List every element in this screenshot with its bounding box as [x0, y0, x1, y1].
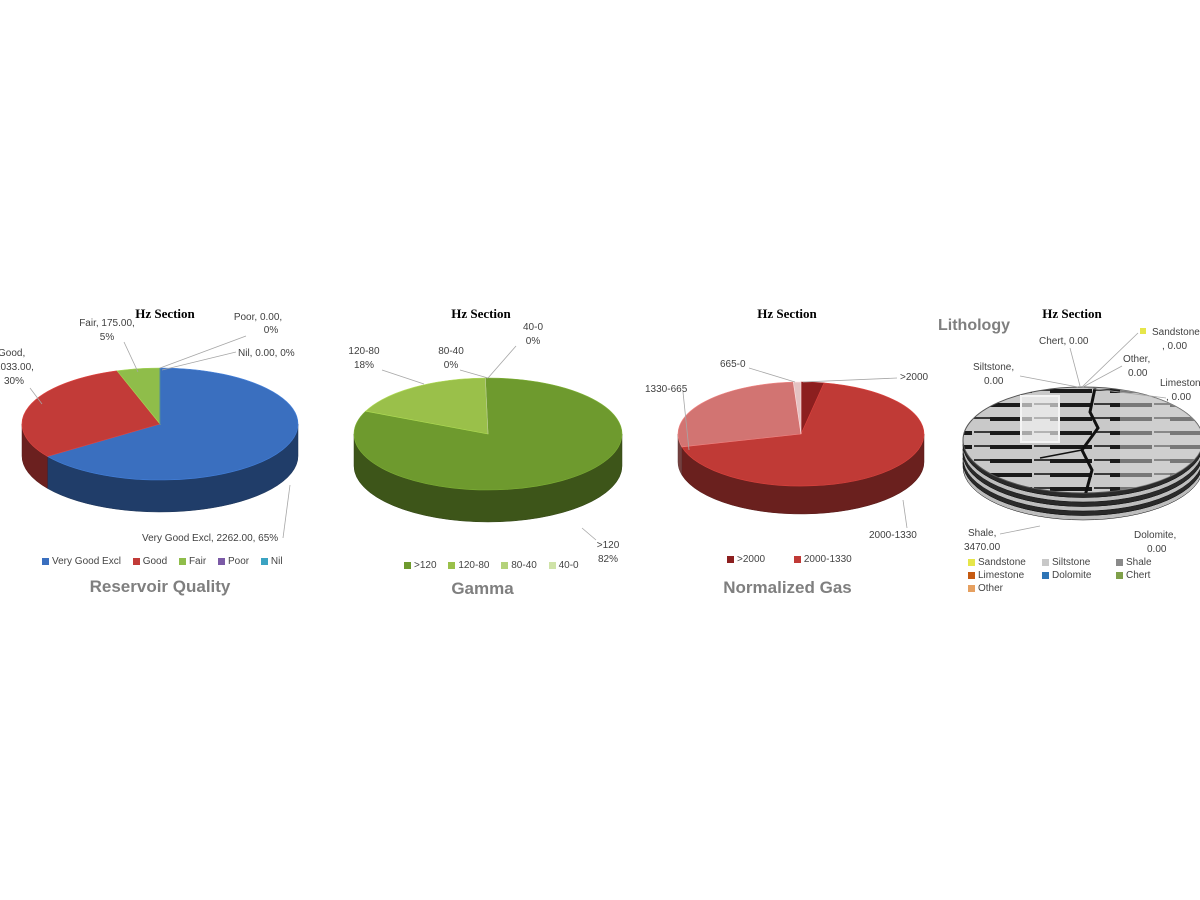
reservoir-quality-legend: Very Good Excl Good Fair Poor Nil — [42, 556, 292, 568]
leader-lines — [682, 367, 908, 529]
gamma-chart: Hz Section 40-0 0% 120-80 18% 80-40 0% >… — [348, 306, 623, 565]
leader-lines — [999, 332, 1167, 535]
legend-shale: Shale — [1116, 556, 1190, 569]
pie-slice-good — [21, 370, 161, 457]
label-gt2000: >2000 — [900, 372, 929, 383]
label-2000-1330: 2000-1330 — [869, 530, 917, 541]
chart-title: Hz Section — [757, 306, 817, 321]
label-fair: Fair, 175.00, — [79, 318, 135, 329]
label-gt120-pct: 82% — [598, 554, 618, 565]
label-40-0-pct: 0% — [526, 336, 541, 347]
normalized-gas-pie — [677, 381, 925, 515]
label-good: Good, — [0, 348, 25, 359]
lithology-legend: Sandstone Siltstone Shale Limestone Dolomit… — [968, 556, 1200, 595]
lithology-chart: Lithology Hz Section Sandstone , 0.00 Ch… — [938, 306, 1200, 555]
legend-sandstone: Sandstone — [968, 556, 1042, 569]
reservoir-quality-pie — [21, 367, 299, 513]
pie-slice-120-80 — [364, 377, 489, 435]
label-sandstone: Sandstone — [1152, 327, 1200, 338]
label-80-40-pct: 0% — [444, 360, 459, 371]
legend-40-0: 40-0 — [548, 560, 579, 571]
pie-slice-1330-665 — [677, 381, 802, 448]
legend-gt2000: >2000 — [727, 554, 765, 565]
legend-gt120: >120 — [404, 560, 437, 571]
gamma-pie — [353, 377, 623, 523]
legend-chert: Chert — [1116, 569, 1190, 582]
label-nil: Nil, 0.00, 0% — [238, 348, 295, 359]
legend-very-good-excl: Very Good Excl — [42, 556, 121, 567]
legend-poor: Poor — [217, 556, 249, 567]
label-other-value: 0.00 — [1128, 368, 1148, 379]
legend-120-80: 120-80 — [448, 560, 489, 571]
label-shale: Shale, — [968, 528, 996, 539]
lithology-title: Lithology — [938, 317, 1010, 334]
gamma-legend: >120 120-80 80-40 40-0 — [404, 560, 588, 572]
leader-lines — [29, 335, 291, 539]
legend-good: Good — [132, 556, 167, 567]
pie-slice-very-good-excl — [46, 367, 299, 481]
label-limestone-value: , 0.00 — [1166, 392, 1191, 403]
legend-nil: Nil — [260, 556, 283, 567]
lithology-pie — [962, 386, 1200, 521]
chart-title: Hz Section — [1042, 306, 1102, 321]
label-40-0: 40-0 — [523, 322, 543, 333]
gamma-title: Gamma — [451, 579, 514, 598]
normalized-gas-chart: Hz Section 665-0 1330-665 >2000 2000-133… — [645, 306, 929, 541]
legend-2000-1330: 2000-1330 — [793, 554, 852, 565]
leader-lines — [381, 345, 597, 541]
reservoir-quality-chart: Hz Section Poor, 0.00, 0% Fair, 175.00, … — [0, 306, 299, 544]
label-good-value: 1033.00, — [0, 362, 34, 373]
label-poor: Poor, 0.00, — [234, 312, 282, 323]
label-665-0: 665-0 — [720, 359, 746, 370]
label-siltstone-value: 0.00 — [984, 376, 1004, 387]
normalized-gas-legend: >2000 2000-1330 — [727, 554, 861, 566]
label-limestone: Limestone — [1160, 378, 1200, 389]
label-siltstone: Siltstone, — [973, 362, 1014, 373]
legend-80-40: 80-40 — [501, 560, 537, 571]
label-dolomite: Dolomite, — [1134, 530, 1176, 541]
gamma-panel: Hz Section 40-0 0% 120-80 18% 80-40 0% >… — [320, 300, 645, 600]
legend-limestone: Limestone — [968, 569, 1042, 582]
legend-other: Other — [968, 582, 1042, 595]
label-chert: Chert, 0.00 — [1039, 336, 1089, 347]
label-gt120: >120 — [597, 540, 620, 551]
label-very-good: Very Good Excl, 2262.00, 65% — [142, 533, 278, 544]
legend-siltstone: Siltstone — [1042, 556, 1116, 569]
label-good-pct: 30% — [4, 376, 24, 387]
legend-fair: Fair — [178, 556, 206, 567]
chart-title: Hz Section — [451, 306, 511, 321]
reservoir-quality-panel: Hz Section Poor, 0.00, 0% Fair, 175.00, … — [0, 300, 320, 600]
label-80-40: 80-40 — [438, 346, 464, 357]
pie-slice-2000-1330 — [681, 382, 925, 487]
reservoir-quality-title: Reservoir Quality — [89, 577, 231, 596]
label-shale-value: 3470.00 — [964, 542, 1001, 553]
label-1330-665: 1330-665 — [645, 384, 688, 395]
label-120-80: 120-80 — [348, 346, 380, 357]
chart-title: Hz Section — [135, 306, 195, 321]
normalized-gas-panel: Hz Section 665-0 1330-665 >2000 2000-133… — [645, 300, 930, 600]
normalized-gas-title: Normalized Gas — [723, 578, 852, 597]
pie-slice-40-0 — [485, 377, 489, 435]
label-dolomite-value: 0.00 — [1147, 544, 1167, 555]
label-poor-pct: 0% — [264, 325, 279, 336]
lithology-panel: Lithology Hz Section Sandstone , 0.00 Ch… — [930, 300, 1200, 600]
pie-slice-665-0 — [792, 381, 802, 435]
label-other: Other, — [1123, 354, 1150, 365]
label-sandstone-value: , 0.00 — [1162, 341, 1187, 352]
legend-dolomite: Dolomite — [1042, 569, 1116, 582]
label-120-80-pct: 18% — [354, 360, 374, 371]
label-fair-pct: 5% — [100, 332, 115, 343]
